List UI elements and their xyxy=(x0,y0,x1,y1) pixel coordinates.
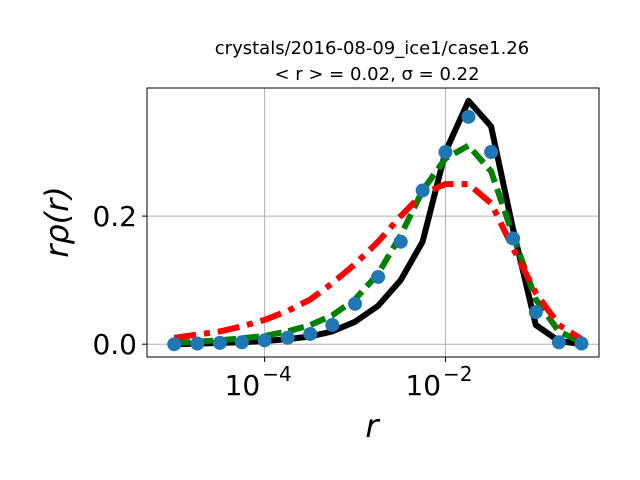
series-3-point-11 xyxy=(415,183,430,198)
chart-title-line-2: < r > = 0.02, σ = 0.22 xyxy=(274,64,479,85)
series-3-point-3 xyxy=(234,335,249,350)
series-3-point-18 xyxy=(574,336,589,351)
y-axis-label: rρ(r) xyxy=(38,186,76,258)
series-3-point-7 xyxy=(325,317,340,332)
series-3-point-1 xyxy=(190,336,205,351)
series-3-point-6 xyxy=(303,326,318,341)
series-0-line xyxy=(174,97,582,348)
chart-title-line-1: crystals/2016-08-09_ice1/case1.26 xyxy=(215,38,529,59)
plot-frame xyxy=(146,87,600,358)
x-tick-label-1: 10 −2 xyxy=(405,362,472,402)
series-3-point-8 xyxy=(348,296,363,311)
plot-series xyxy=(167,97,589,352)
series-3-point-2 xyxy=(212,335,227,350)
x-axis-label: r xyxy=(365,407,380,445)
y-tick-label-0: 0.0 xyxy=(92,328,137,361)
series-3-point-12 xyxy=(438,145,453,160)
series-3-point-13 xyxy=(461,109,476,124)
series-3-point-5 xyxy=(280,330,295,345)
x-tick-label-0: 10 −4 xyxy=(225,362,292,402)
series-2-line xyxy=(173,181,584,342)
series-3-point-0 xyxy=(167,337,182,352)
y-tick-label-1: 0.2 xyxy=(92,200,137,233)
series-3-point-16 xyxy=(528,305,543,320)
series-3-point-4 xyxy=(257,333,272,348)
x-axis-ticks: 10 −4 10 −2 xyxy=(225,357,473,402)
series-3-point-14 xyxy=(484,145,499,160)
series-3-point-15 xyxy=(506,231,521,246)
series-3-point-17 xyxy=(551,335,566,350)
series-3-point-10 xyxy=(393,234,408,249)
chart-title: crystals/2016-08-09_ice1/case1.26 < r > … xyxy=(215,38,529,85)
series-3-point-9 xyxy=(371,269,386,284)
y-axis-ticks: 0.0 0.2 xyxy=(92,200,147,361)
